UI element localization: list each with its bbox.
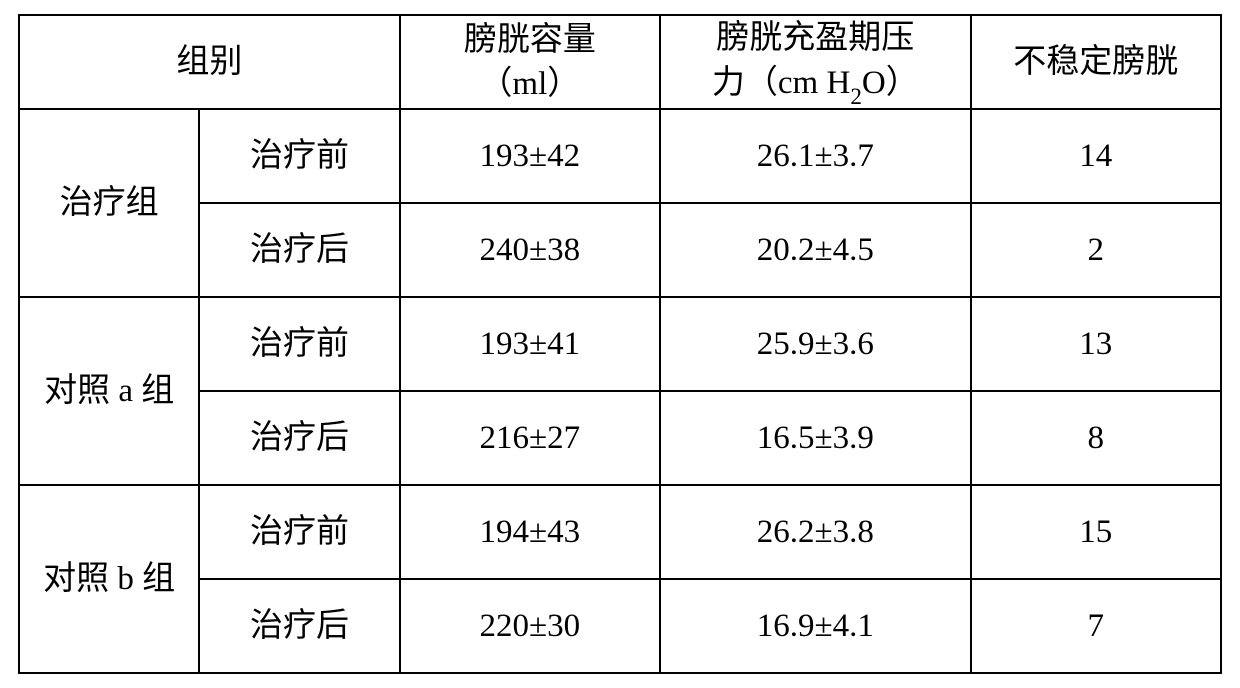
col-header-capacity: 膀胱容量 （ml） (400, 15, 660, 109)
unstable-cell: 13 (971, 297, 1221, 391)
phase-cell: 治疗后 (199, 391, 399, 485)
table-row: 治疗后 216±27 16.5±3.9 8 (19, 391, 1221, 485)
col-header-capacity-line1: 膀胱容量 (464, 22, 596, 58)
group-name-cell: 对照 b 组 (19, 485, 199, 673)
table-row: 对照 b 组 治疗前 194±43 26.2±3.8 15 (19, 485, 1221, 579)
col-header-group: 组别 (19, 15, 400, 109)
table-row: 治疗后 240±38 20.2±4.5 2 (19, 203, 1221, 297)
capacity-cell: 216±27 (400, 391, 660, 485)
table-row: 治疗组 治疗前 193±42 26.1±3.7 14 (19, 109, 1221, 203)
pressure-cell: 25.9±3.6 (660, 297, 971, 391)
unstable-cell: 14 (971, 109, 1221, 203)
pressure-cell: 20.2±4.5 (660, 203, 971, 297)
table-row: 对照 a 组 治疗前 193±41 25.9±3.6 13 (19, 297, 1221, 391)
col-header-capacity-line2: （ml） (479, 66, 580, 102)
table-container: 组别 膀胱容量 （ml） 膀胱充盈期压 力（cm H2O） 不稳定膀胱 治疗组 … (0, 0, 1240, 688)
capacity-cell: 220±30 (400, 579, 660, 673)
pressure-cell: 26.1±3.7 (660, 109, 971, 203)
capacity-cell: 194±43 (400, 485, 660, 579)
group-name-cell: 对照 a 组 (19, 297, 199, 485)
pressure-cell: 26.2±3.8 (660, 485, 971, 579)
phase-cell: 治疗前 (199, 485, 399, 579)
capacity-cell: 193±42 (400, 109, 660, 203)
col-header-pressure-line2: 力（cm H2O） (712, 65, 919, 101)
phase-cell: 治疗前 (199, 109, 399, 203)
group-name-cell: 治疗组 (19, 109, 199, 297)
phase-cell: 治疗前 (199, 297, 399, 391)
table-row: 治疗后 220±30 16.9±4.1 7 (19, 579, 1221, 673)
col-header-pressure-line1: 膀胱充盈期压 (716, 20, 914, 56)
phase-cell: 治疗后 (199, 579, 399, 673)
col-header-pressure: 膀胱充盈期压 力（cm H2O） (660, 15, 971, 109)
pressure-cell: 16.5±3.9 (660, 391, 971, 485)
capacity-cell: 240±38 (400, 203, 660, 297)
unstable-cell: 7 (971, 579, 1221, 673)
data-table: 组别 膀胱容量 （ml） 膀胱充盈期压 力（cm H2O） 不稳定膀胱 治疗组 … (18, 14, 1222, 674)
pressure-cell: 16.9±4.1 (660, 579, 971, 673)
unstable-cell: 2 (971, 203, 1221, 297)
capacity-cell: 193±41 (400, 297, 660, 391)
unstable-cell: 15 (971, 485, 1221, 579)
col-header-unstable: 不稳定膀胱 (971, 15, 1221, 109)
phase-cell: 治疗后 (199, 203, 399, 297)
table-header-row: 组别 膀胱容量 （ml） 膀胱充盈期压 力（cm H2O） 不稳定膀胱 (19, 15, 1221, 109)
unstable-cell: 8 (971, 391, 1221, 485)
